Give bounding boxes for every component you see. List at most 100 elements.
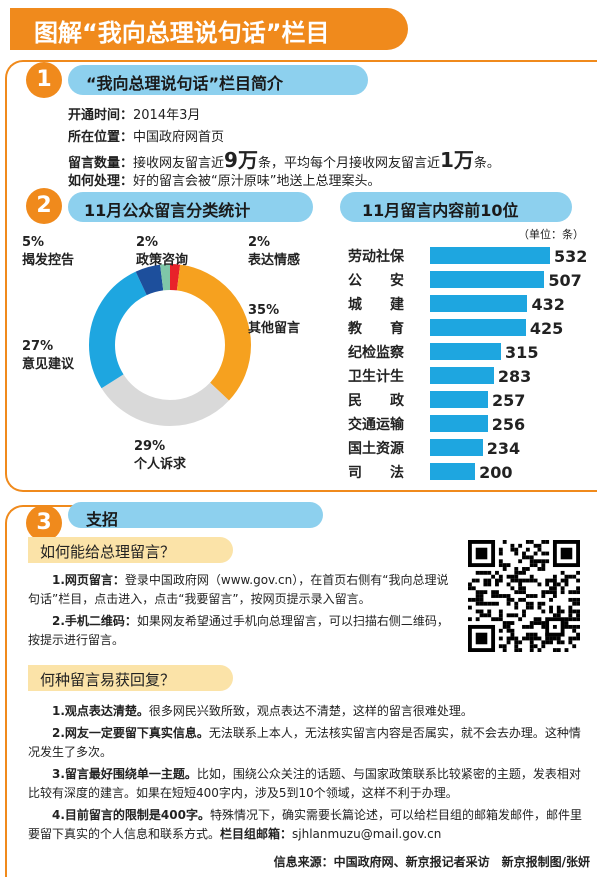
tip-word-limit: 4.目前留言的限制是400字。特殊情况下，确实需要长篇论述，可以给栏目组的邮箱发… (28, 806, 588, 844)
bar-value-label: 200 (479, 463, 513, 482)
email-label: 栏目组邮箱： (220, 827, 293, 841)
info-label: 留言数量： (68, 156, 134, 171)
tip-head: 1.网页留言： (52, 573, 125, 587)
section-3-pill (68, 502, 323, 528)
bar (430, 367, 494, 384)
pie-label-suggest: 27% 意见建议 (22, 338, 74, 374)
source-credit: 信息来源：中国政府网、新京报记者采访 新京报制图/张妍 (273, 855, 590, 869)
question-2: 何种留言易获回复？ (40, 671, 176, 689)
tip-head: 4.目前留言的限制是400字。 (52, 808, 210, 822)
question-1-pill (28, 537, 233, 563)
pie-cat: 政策咨询 (136, 253, 189, 268)
bar-category-label: 交通运输 (348, 417, 404, 433)
question-1: 如何能给总理留言？ (40, 543, 176, 561)
title-bar (10, 8, 408, 50)
page-title: 图解“我向总理说句话”栏目 (34, 19, 330, 47)
pie-cat: 其他留言 (248, 321, 301, 336)
pie-slice (89, 264, 251, 426)
tip-clear: 1.观点表达清楚。很多网民兴致所致，观点表达不清楚，这样的留言很难处理。 (28, 702, 588, 721)
pie-slice (89, 264, 251, 426)
section-frame-1-2 (5, 60, 597, 492)
info-row-handling: 如何处理：好的留言会被“原汁原味”地送上总理案头。 (68, 170, 381, 189)
pie-label-policy: 2% 政策咨询 (136, 234, 188, 270)
bar-value-label: 532 (554, 247, 588, 266)
bar-category-label: 纪检监察 (348, 345, 404, 361)
section-1-title: “我向总理说句话”栏目简介 (86, 74, 284, 93)
section-1-pill (68, 65, 368, 95)
info-value: 好的留言会被“原汁原味”地送上总理案头。 (133, 174, 381, 189)
info-value: 条，平均每个月接收网友留言近 (257, 156, 440, 171)
info-row-location: 所在位置：中国政府网首页 (68, 126, 224, 145)
section-2-pie-pill (68, 192, 313, 222)
bar-value-label: 234 (486, 439, 521, 458)
unit-label: （单位：条） (518, 228, 584, 241)
info-value: 条。 (473, 156, 500, 171)
bar (430, 391, 488, 408)
pie-pct: 35% (248, 303, 280, 318)
pie-slice (89, 264, 251, 426)
count-total: 9万 (224, 148, 258, 172)
pie-cat: 个人诉求 (134, 457, 187, 472)
tip-qr: 2.手机二维码：如果网友希望通过手机向总理留言，可以扫描右侧二维码，按提示进行留… (28, 612, 453, 650)
bar (430, 295, 528, 312)
info-label: 开通时间： (68, 108, 134, 123)
bar-category-label: 城 建 (348, 297, 404, 313)
info-value: 中国政府网首页 (133, 130, 225, 145)
pie-cat: 意见建议 (22, 357, 75, 372)
bar-category-label: 国土资源 (348, 441, 404, 457)
tip-body: 特殊情况下，确实需要长篇论述，可以给栏目组的邮箱发邮件，邮件里要留下真实的个人信… (28, 808, 582, 841)
bar (430, 463, 476, 480)
section-2-bar-pill (340, 192, 572, 222)
bar (430, 319, 526, 336)
bar-value-label: 283 (497, 367, 532, 386)
bar (430, 439, 483, 456)
bar-title: 11月留言内容前10位 (362, 201, 519, 220)
info-label: 所在位置： (68, 130, 134, 145)
tip-body: 无法联系上本人，无法核实留言内容是否属实，就不会去办理。这种情况发生了多次。 (28, 726, 581, 759)
bar-value-label: 425 (529, 319, 564, 338)
email-address[interactable]: sjhlanmuzu@mail.gov.cn (292, 827, 442, 841)
bar-category-label: 民 政 (348, 393, 404, 409)
info-row-count: 留言数量：接收网友留言近9万条，平均每个月接收网友留言近1万条。 (68, 144, 500, 173)
tip-head: 2.网友一定要留下真实信息。 (52, 726, 209, 740)
bar-value-label: 507 (548, 271, 582, 290)
pie-pct: 27% (22, 339, 54, 354)
bar-category-label: 司 法 (348, 465, 404, 481)
bar-category-label: 卫生计生 (348, 369, 404, 385)
bar-category-label: 教 育 (348, 321, 404, 337)
donut-chart (89, 264, 251, 426)
bar (430, 247, 550, 264)
pie-label-report: 5% 揭发控告 (22, 234, 74, 270)
pie-pct: 2% (248, 235, 271, 250)
tip-body: 登录中国政府网（www.gov.cn），在首页右侧有“我向总理说句话”栏目，点击… (28, 573, 449, 606)
pie-title: 11月公众留言分类统计 (84, 201, 251, 220)
bar-value-label: 256 (491, 415, 526, 434)
question-2-pill (28, 665, 233, 691)
qr-code-icon[interactable] (468, 540, 580, 652)
pie-pct: 5% (22, 235, 45, 250)
section-number-3: 3 (26, 505, 62, 541)
info-value: 接收网友留言近 (133, 156, 225, 171)
count-monthly: 1万 (439, 148, 474, 172)
bar-value-label: 432 (531, 295, 565, 314)
bar (430, 271, 545, 288)
pie-pct: 29% (134, 439, 166, 454)
bar-chart: 劳动社保 532 公 安 507 城 建 432 教 育 425 纪检监察 315 卫生计生 283 民… (348, 246, 593, 486)
tip-head: 1.观点表达清楚。 (52, 704, 149, 718)
bar-category-label: 公 安 (348, 273, 404, 289)
tip-head: 3.留言最好围绕单一主题。 (52, 767, 197, 781)
bar-value-label: 257 (491, 391, 526, 410)
tip-single-topic: 3.留言最好围绕单一主题。比如，围绕公众关注的话题、与国家政策联系比较紧密的主题… (28, 765, 588, 803)
tip-web: 1.网页留言：登录中国政府网（www.gov.cn），在首页右侧有“我向总理说句… (28, 571, 453, 609)
bar-value-label: 315 (505, 343, 539, 362)
bar (430, 415, 488, 432)
section-number-1: 1 (26, 62, 62, 98)
section-number-2: 2 (26, 188, 62, 224)
info-value: 2014年3月 (133, 108, 201, 123)
tip-body: 很多网民兴致所致，观点表达不清楚，这样的留言很难处理。 (148, 704, 473, 718)
pie-cat: 表达情感 (248, 253, 301, 268)
tip-body: 比如，围绕公众关注的话题、与国家政策联系比较紧密的主题，发表相对比较有深度的建言… (28, 767, 581, 800)
info-label: 如何处理： (68, 174, 134, 189)
info-row-start-time: 开通时间：2014年3月 (68, 104, 200, 123)
pie-label-emotion: 2% 表达情感 (248, 234, 300, 270)
